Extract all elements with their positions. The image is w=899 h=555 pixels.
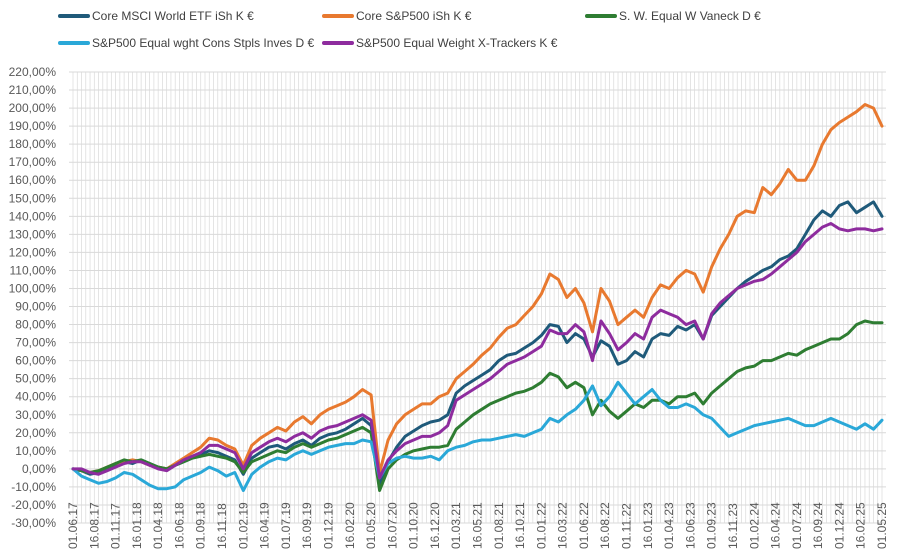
y-tick-label: 90,00% xyxy=(15,300,56,314)
y-tick-label: 0,00% xyxy=(22,462,56,476)
legend-item-sp500[interactable]: Core S&P500 iSh K € xyxy=(322,9,471,23)
legend: Core MSCI World ETF iSh K € Core S&P500 … xyxy=(0,0,899,60)
series-line-0 xyxy=(71,200,884,485)
y-tick-label: 160,00% xyxy=(9,173,57,187)
y-tick-label: 80,00% xyxy=(15,318,56,332)
x-tick-label: 01.04.23 xyxy=(662,502,676,549)
y-tick-label: 10,00% xyxy=(15,444,56,458)
x-tick-label: 16.11.18 xyxy=(215,503,229,549)
legend-swatch-vaneck xyxy=(585,14,617,18)
legend-swatch-cons-stpls xyxy=(58,41,90,45)
x-tick-label: 01.07.24 xyxy=(790,502,804,549)
legend-item-xtrackers[interactable]: S&P500 Equal Weight X-Trackers K € xyxy=(322,36,557,50)
y-tick-label: 210,00% xyxy=(9,83,57,97)
x-tick-label: 16.12.20 xyxy=(428,502,442,549)
series-lines xyxy=(71,103,884,492)
x-axis: 01.06.17 16.08.17 01.11.17 16.01.18 01.04.18… xyxy=(66,502,889,549)
y-tick-label: 50,00% xyxy=(15,372,56,386)
y-tick-label: 60,00% xyxy=(15,354,56,368)
y-tick-label: 120,00% xyxy=(9,245,57,259)
x-tick-label: 01.06.22 xyxy=(577,502,591,549)
y-tick-label: 220,00% xyxy=(9,65,57,79)
x-tick-label: 01.09.23 xyxy=(705,502,719,549)
x-tick-label: 01.01.22 xyxy=(534,502,548,549)
x-tick-label: 01.12.24 xyxy=(832,502,846,549)
y-tick-label: 70,00% xyxy=(15,336,56,350)
y-tick-label: 40,00% xyxy=(15,390,56,404)
y-tick-label: 200,00% xyxy=(9,101,57,115)
x-tick-label: 01.05.25 xyxy=(875,502,889,549)
x-tick-label: 01.05.20 xyxy=(364,502,378,549)
x-tick-label: 16.04.19 xyxy=(258,502,272,549)
x-tick-label: 16.01.18 xyxy=(130,502,144,549)
y-tick-label: 130,00% xyxy=(9,227,57,241)
x-tick-label: 16.08.17 xyxy=(87,502,101,549)
x-tick-label: 01.09.18 xyxy=(194,502,208,549)
x-tick-label: 01.10.20 xyxy=(407,502,421,549)
x-tick-label: 01.02.24 xyxy=(747,502,761,549)
legend-label-xtrackers: S&P500 Equal Weight X-Trackers K € xyxy=(356,36,558,50)
x-tick-label: 16.07.20 xyxy=(385,502,399,549)
y-tick-label: 20,00% xyxy=(15,426,56,440)
x-tick-label: 16.03.22 xyxy=(556,502,570,549)
x-tick-label: 16.08.22 xyxy=(598,502,612,549)
x-tick-label: 16.02.25 xyxy=(854,502,868,549)
x-tick-label: 16.06.23 xyxy=(683,502,697,549)
x-tick-label: 01.03.21 xyxy=(449,502,463,549)
y-tick-label: 100,00% xyxy=(9,281,57,295)
x-tick-label: 16.01.23 xyxy=(641,502,655,549)
legend-item-vaneck[interactable]: S. W. Equal W Vaneck D € xyxy=(585,9,761,23)
gridlines xyxy=(69,71,886,524)
x-tick-label: 16.09.24 xyxy=(811,502,825,549)
legend-label-sp500: Core S&P500 iSh K € xyxy=(356,9,472,23)
x-tick-label: 01.02.19 xyxy=(236,502,250,549)
series-line-1 xyxy=(71,103,884,474)
x-tick-label: 16.10.21 xyxy=(513,502,527,549)
legend-item-cons-stpls[interactable]: S&P500 Equal wght Cons Stpls Inves D € xyxy=(58,36,314,50)
legend-label-vaneck: S. W. Equal W Vaneck D € xyxy=(619,9,761,23)
x-tick-label: 01.08.21 xyxy=(492,502,506,549)
y-tick-label: -10,00% xyxy=(11,480,56,494)
x-tick-label: 16.04.24 xyxy=(769,502,783,549)
y-tick-label: -30,00% xyxy=(11,516,56,530)
x-tick-label: 16.05.21 xyxy=(471,502,485,549)
y-tick-label: -20,00% xyxy=(11,498,56,512)
legend-swatch-xtrackers xyxy=(322,41,354,45)
x-tick-label: 01.04.18 xyxy=(151,502,165,549)
legend-item-msci-world[interactable]: Core MSCI World ETF iSh K € xyxy=(58,9,254,23)
y-tick-label: 190,00% xyxy=(9,119,57,133)
legend-swatch-sp500 xyxy=(322,14,354,18)
x-tick-label: 16.11.23 xyxy=(726,503,740,549)
legend-swatch-msci-world xyxy=(58,14,90,18)
x-tick-label: 16.06.18 xyxy=(172,502,186,549)
y-tick-label: 170,00% xyxy=(9,155,57,169)
x-tick-label: 01.12.19 xyxy=(321,502,335,549)
y-axis: 220,00% 210,00% 200,00% 190,00% 180,00% 170,0… xyxy=(9,65,57,530)
x-tick-label: 16.02.20 xyxy=(343,502,357,549)
series-line-4 xyxy=(71,222,884,480)
y-tick-label: 140,00% xyxy=(9,209,57,223)
y-tick-label: 110,00% xyxy=(10,263,57,277)
x-tick-label: 01.06.17 xyxy=(66,502,80,549)
series-line-2 xyxy=(71,319,884,492)
x-tick-label: 01.11.17 xyxy=(109,503,123,549)
x-tick-label: 01.07.19 xyxy=(279,502,293,549)
legend-label-cons-stpls: S&P500 Equal wght Cons Stpls Inves D € xyxy=(92,36,315,50)
x-tick-label: 16.09.19 xyxy=(300,502,314,549)
legend-label-msci-world: Core MSCI World ETF iSh K € xyxy=(92,9,254,23)
y-tick-label: 180,00% xyxy=(9,137,57,151)
series-line-3 xyxy=(71,380,884,492)
x-tick-label: 01.11.22 xyxy=(620,503,634,549)
y-tick-label: 30,00% xyxy=(15,408,56,422)
y-tick-label: 150,00% xyxy=(9,191,57,205)
